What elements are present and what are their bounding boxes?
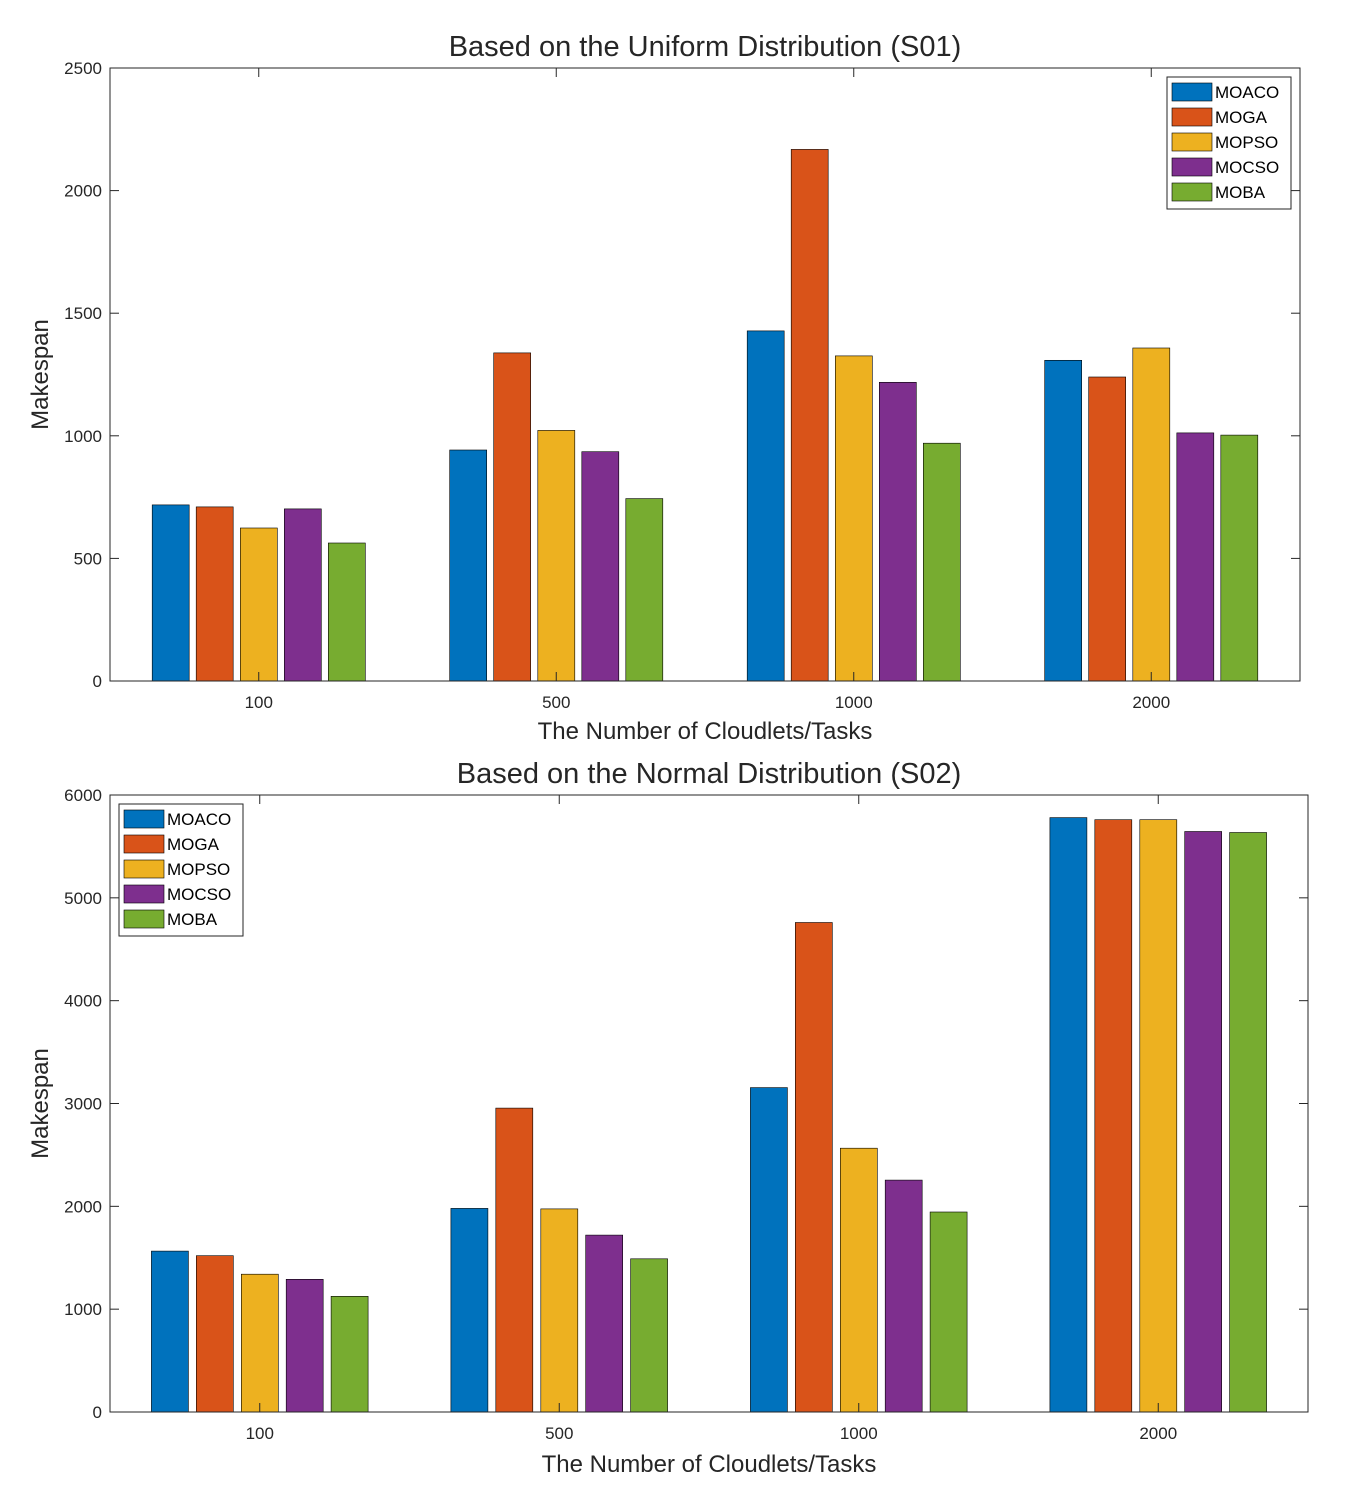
bar-mocso-100 xyxy=(283,508,322,682)
bar-mocso-1000 xyxy=(878,381,917,682)
legend-label-mopso: MOPSO xyxy=(1215,133,1278,152)
bar-moba-500 xyxy=(630,1258,668,1413)
bar-moba-1000 xyxy=(922,442,961,682)
y-tick-label: 1000 xyxy=(64,1300,102,1319)
bar-moga-100 xyxy=(196,1255,234,1413)
x-tick-label-100: 100 xyxy=(246,1424,274,1443)
legend-swatch-moba xyxy=(123,909,165,929)
x-tick-label-2000: 2000 xyxy=(1132,693,1170,712)
x-tick-label-1000: 1000 xyxy=(840,1424,878,1443)
bar-moaco-1000 xyxy=(750,1087,788,1413)
y-tick-label: 4000 xyxy=(64,992,102,1011)
legend-swatch-moaco xyxy=(1171,82,1213,102)
bar-mocso-100 xyxy=(285,1279,324,1413)
bar-mocso-500 xyxy=(585,1234,624,1413)
bar-mopso-1000 xyxy=(839,1147,878,1413)
legend-swatch-mopso xyxy=(1171,132,1213,152)
legend-label-moga: MOGA xyxy=(167,835,220,854)
x-tick-label-2000: 2000 xyxy=(1139,1424,1177,1443)
legend-swatch-mopso xyxy=(123,859,165,879)
bar-moaco-100 xyxy=(151,1250,189,1413)
legend-label-mocso: MOCSO xyxy=(167,885,231,904)
y-tick-label: 5000 xyxy=(64,889,102,908)
bar-moaco-1000 xyxy=(746,330,785,682)
y-tick-label: 1500 xyxy=(64,304,102,323)
x-tick-label-100: 100 xyxy=(245,693,273,712)
legend-label-mopso: MOPSO xyxy=(167,860,230,879)
bar-moaco-2000 xyxy=(1044,359,1082,682)
bar-mopso-500 xyxy=(540,1208,579,1413)
y-axis-label: Makespan xyxy=(27,1048,54,1159)
bar-moga-1000 xyxy=(794,922,833,1413)
bar-mocso-2000 xyxy=(1176,432,1215,682)
x-axis-label: The Number of Cloudlets/Tasks xyxy=(538,718,873,745)
bar-moaco-500 xyxy=(449,449,488,682)
legend-label-moaco: MOACO xyxy=(167,810,231,829)
legend: MOACO MOGA MOPSO MOCSO MOBA xyxy=(1166,76,1292,210)
y-axis-label: Makespan xyxy=(27,319,54,430)
bar-mopso-500 xyxy=(537,430,576,682)
bar-moga-500 xyxy=(493,352,532,682)
y-tick-label: 3000 xyxy=(64,1095,102,1114)
x-tick-label-500: 500 xyxy=(545,1424,573,1443)
bar-moaco-2000 xyxy=(1049,817,1088,1413)
axes-box xyxy=(109,67,1301,682)
x-axis-label: The Number of Cloudlets/Tasks xyxy=(542,1451,877,1478)
bar-mocso-1000 xyxy=(884,1179,923,1413)
bar-moba-100 xyxy=(330,1296,369,1413)
y-tick-label: 0 xyxy=(93,1403,102,1422)
bar-mopso-1000 xyxy=(834,355,873,682)
y-tick-label: 6000 xyxy=(64,786,102,805)
legend-label-moba: MOBA xyxy=(167,910,218,929)
bar-mocso-500 xyxy=(581,451,620,682)
x-tick-label-1000: 1000 xyxy=(835,693,873,712)
chart-title: Based on the Uniform Distribution (S01) xyxy=(449,31,962,63)
x-tick-label-500: 500 xyxy=(542,693,570,712)
legend-label-mocso: MOCSO xyxy=(1215,158,1279,177)
bar-mopso-100 xyxy=(240,527,278,682)
chart-uniform-distribution: 0 500 1000 1500 2000 2500 100 500 1000 2000 Based … xyxy=(27,31,1301,745)
y-tick-label: 2000 xyxy=(64,1197,102,1216)
legend-swatch-moga xyxy=(123,834,165,854)
bar-moba-500 xyxy=(625,498,664,682)
bar-moba-100 xyxy=(327,542,366,682)
bar-moba-2000 xyxy=(1229,832,1267,1413)
chart-normal-distribution: 0 1000 2000 3000 4000 5000 6000 100 500 1000 2000 B… xyxy=(27,758,1309,1478)
y-tick-label: 500 xyxy=(74,549,102,568)
y-tick-label: 2000 xyxy=(64,182,102,201)
y-tick-label: 0 xyxy=(93,672,102,691)
legend-label-moba: MOBA xyxy=(1215,183,1266,202)
legend-label-moaco: MOACO xyxy=(1215,83,1279,102)
y-tick-label: 2500 xyxy=(64,59,102,78)
bar-moga-1000 xyxy=(790,149,829,682)
bar-moba-1000 xyxy=(929,1211,968,1413)
bar-mopso-2000 xyxy=(1139,819,1178,1413)
bar-moga-2000 xyxy=(1094,819,1133,1413)
bar-moaco-500 xyxy=(450,1208,489,1413)
y-tick-label: 1000 xyxy=(64,427,102,446)
legend-label-moga: MOGA xyxy=(1215,108,1268,127)
legend-swatch-mocso xyxy=(1171,157,1213,177)
bar-moga-2000 xyxy=(1088,376,1126,682)
bar-moba-2000 xyxy=(1220,434,1259,682)
chart-title: Based on the Normal Distribution (S02) xyxy=(457,758,962,790)
bar-mopso-100 xyxy=(241,1273,279,1413)
legend-swatch-moga xyxy=(1171,107,1213,127)
bar-mopso-2000 xyxy=(1132,347,1171,682)
legend-swatch-mocso xyxy=(123,884,165,904)
bar-moaco-100 xyxy=(151,504,190,682)
legend: MOACO MOGA MOPSO MOCSO MOBA xyxy=(118,803,244,937)
legend-swatch-moba xyxy=(1171,182,1213,202)
bar-mocso-2000 xyxy=(1184,831,1222,1413)
legend-swatch-moaco xyxy=(123,809,165,829)
bar-moga-500 xyxy=(495,1107,534,1413)
bar-moga-100 xyxy=(195,506,234,682)
